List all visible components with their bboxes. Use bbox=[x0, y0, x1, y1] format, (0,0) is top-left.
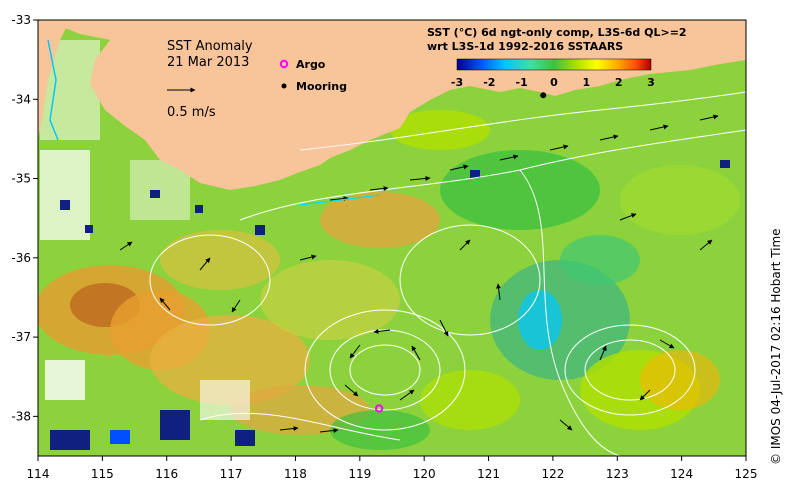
current-vectors bbox=[119, 114, 719, 433]
sst-anomaly-field bbox=[38, 40, 740, 450]
x-tick-label: 120 bbox=[413, 467, 436, 481]
argo-marker-icon bbox=[279, 59, 289, 69]
legend-argo-label: Argo bbox=[296, 58, 326, 71]
y-tick-label: -35 bbox=[11, 172, 31, 186]
legend-mooring-label: Mooring bbox=[296, 80, 347, 93]
product-description: SST (°C) 6d ngt-only comp, L3S-6d QL>=2 bbox=[427, 26, 687, 39]
x-tick-label: 121 bbox=[477, 467, 500, 481]
x-axis: 114 115 116 117 118 119 120 121 122 123 124 125 bbox=[27, 456, 758, 481]
y-axis: -33 -34 -35 -36 -37 -38 bbox=[11, 13, 38, 423]
x-tick-label: 122 bbox=[541, 467, 564, 481]
x-tick-label: 125 bbox=[735, 467, 758, 481]
velocity-scale: 0.5 m/s bbox=[167, 87, 216, 120]
colorbar-tick-label: -1 bbox=[516, 76, 528, 89]
colorbar-tick-label: 0 bbox=[550, 76, 558, 89]
x-tick-label: 123 bbox=[606, 467, 629, 481]
product-climatology: wrt L3S-1d 1992-2016 SSTAARS bbox=[427, 40, 623, 53]
x-tick-label: 124 bbox=[670, 467, 693, 481]
credit-text: © IMOS 04-Jul-2017 02:16 Hobart Time bbox=[769, 228, 783, 465]
y-tick-label: -34 bbox=[11, 92, 31, 106]
colorbar-tick-label: 2 bbox=[615, 76, 623, 89]
map-title: SST Anomaly bbox=[167, 39, 253, 54]
legend: Argo Mooring bbox=[279, 58, 347, 93]
colorbar-tick-label: 1 bbox=[583, 76, 591, 89]
y-tick-label: -36 bbox=[11, 251, 31, 265]
colorbar-tick-label: 3 bbox=[647, 76, 655, 89]
colorbar-tick-label: -2 bbox=[483, 76, 495, 89]
sea-level-contours bbox=[149, 91, 746, 456]
x-tick-label: 117 bbox=[220, 467, 243, 481]
plot-frame bbox=[37, 19, 747, 457]
x-tick-label: 119 bbox=[348, 467, 371, 481]
colorbar: -3 -2 -1 0 1 2 3 bbox=[451, 58, 655, 89]
colorbar-gradient bbox=[456, 58, 652, 71]
colorbar-tick-label: -3 bbox=[451, 76, 463, 89]
argo-float-marker bbox=[374, 404, 384, 413]
y-tick-label: -38 bbox=[11, 409, 31, 423]
mooring-marker bbox=[540, 92, 547, 99]
x-tick-label: 114 bbox=[27, 467, 50, 481]
map-date: 21 Mar 2013 bbox=[167, 55, 249, 70]
x-tick-label: 116 bbox=[155, 467, 178, 481]
x-tick-label: 115 bbox=[91, 467, 114, 481]
x-tick-label: 118 bbox=[284, 467, 307, 481]
plot-area bbox=[38, 20, 746, 456]
y-tick-label: -33 bbox=[11, 13, 31, 27]
y-tick-label: -37 bbox=[11, 330, 31, 344]
scale-label: 0.5 m/s bbox=[167, 105, 216, 120]
mooring-marker-icon bbox=[281, 83, 287, 89]
